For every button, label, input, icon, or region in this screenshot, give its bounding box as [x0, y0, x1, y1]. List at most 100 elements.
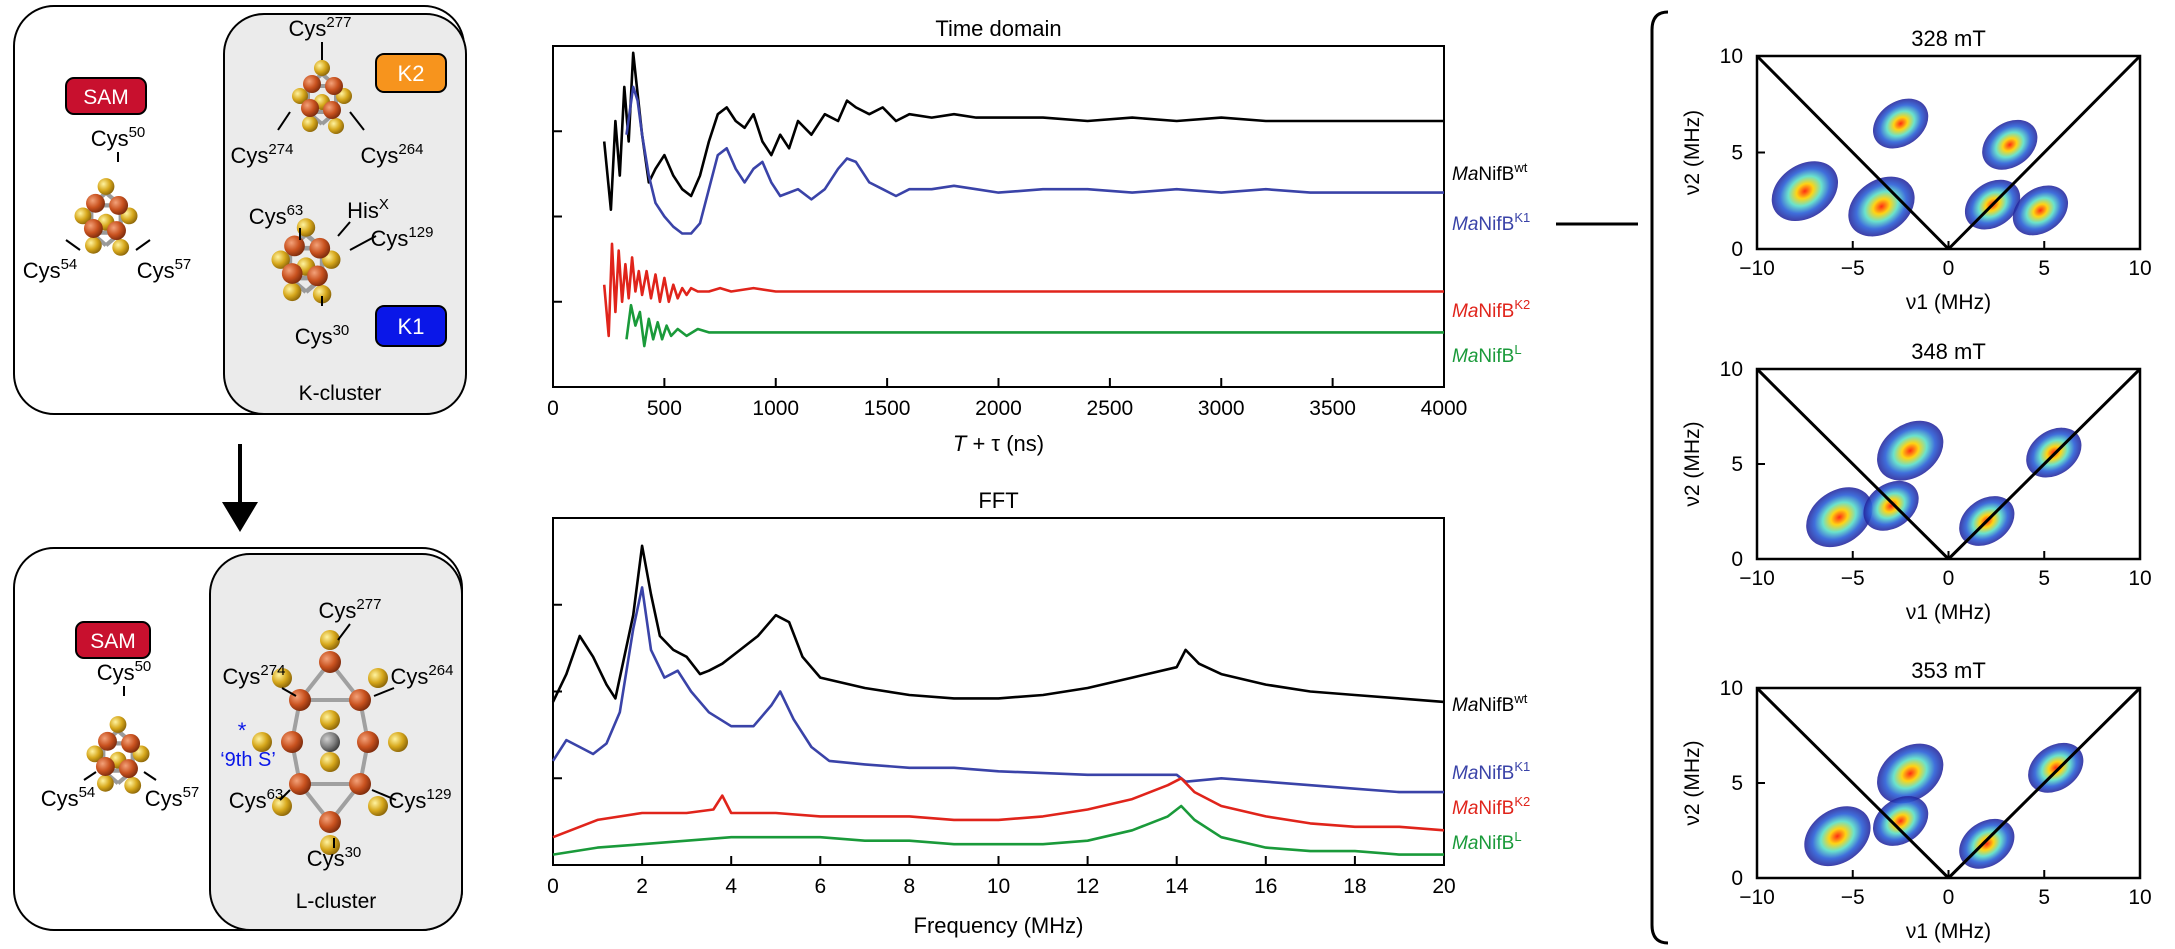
chart-title: Time domain	[935, 16, 1061, 41]
cluster-k2-top-iron	[325, 77, 343, 95]
diagonal-line	[1947, 367, 2142, 561]
y-tick-label: 5	[1731, 453, 1743, 476]
l-cluster-sulfur	[388, 732, 408, 752]
x-tick-label: −5	[1841, 886, 1865, 909]
y-axis-title: ν2 (MHz)	[1681, 740, 1704, 825]
cluster-k1-top-sulfur	[283, 282, 302, 302]
cluster-4fe-sam-top-iron	[83, 219, 103, 238]
x-tick-label: 2000	[975, 397, 1022, 420]
k1-tag	[375, 305, 447, 347]
label-cys277-top: Cys277	[289, 14, 352, 41]
label-cys274-bottom: Cys274	[223, 662, 286, 689]
cluster-4fe-sam-bottom	[86, 716, 150, 794]
cluster-4fe-sam-bottom-sulfur	[97, 774, 114, 792]
l-cluster-iron	[357, 731, 379, 753]
l-cluster-carbide	[320, 732, 340, 752]
cluster-k1-top-iron	[309, 237, 331, 259]
diagonal-line	[1947, 686, 2142, 880]
x-tick-label: 2	[636, 875, 648, 898]
legend-label-MaNifBL: MaNifBL	[1452, 342, 1522, 367]
cluster-k1-top-sulfur	[271, 250, 290, 269]
lcluster-label: L-cluster	[296, 890, 377, 913]
scheme-top: K-cluster SAM K2 K1 Cys50 Cys54 Cys57 Cy…	[13, 5, 467, 415]
l-cluster-sulfur	[368, 668, 388, 688]
y-tick-label: 0	[1731, 238, 1743, 261]
x-tick-label: 3000	[1198, 397, 1245, 420]
cluster-k2-top	[292, 60, 352, 134]
contour-peak	[1873, 98, 1929, 149]
label-cys274-top: Cys274	[231, 141, 294, 168]
cluster-k1-top-iron	[284, 235, 305, 257]
y-axis-title: ν2 (MHz)	[1681, 421, 1704, 506]
cluster-4fe-sam-top-sulfur	[97, 178, 115, 195]
x-tick-label: −10	[1739, 257, 1775, 280]
contour-peak	[2028, 742, 2084, 793]
ligand-line	[277, 111, 291, 131]
label-cys63-bottom: Cys63	[229, 786, 284, 813]
contour-peak	[1863, 480, 1919, 531]
label-cys50-bottom: Cys50	[97, 658, 152, 685]
conversion-arrow	[222, 444, 258, 532]
contour-peak	[1848, 176, 1915, 237]
cluster-k2-top-sulfur	[314, 60, 330, 76]
l-cluster-iron	[281, 731, 303, 753]
cluster-k2-top-iron	[301, 99, 319, 117]
fft-chart: FFT 0 2 4 6 8 10 12 14 16 18 20 Frequency (MHz) MaNif…	[547, 488, 1530, 938]
x-tick-label: 10	[2128, 567, 2151, 590]
sam-tag-bottom-label: SAM	[90, 630, 136, 653]
sam-tag-bottom	[75, 621, 151, 659]
hyscore-353-chart: 353 mT −10 −5 0 5 10 0 5 10 ν1 (MHz) ν2 (MHz)	[1681, 658, 2152, 943]
cluster-4fe-sam-bottom-sulfur	[109, 716, 127, 733]
x-tick-label: 4	[725, 875, 737, 898]
l-cluster-iron	[289, 689, 311, 711]
l-cluster-sulfur	[272, 668, 292, 688]
hyscore-348-chart: 348 mT −10 −5 0 5 10 0 5 10 ν1 (MHz) ν2 (MHz)	[1681, 339, 2152, 624]
cluster-k2-top-sulfur	[302, 116, 318, 132]
l-cluster-iron	[349, 689, 371, 711]
diagonal-line	[1755, 54, 1950, 251]
y-tick-label: 5	[1731, 142, 1743, 165]
x-tick-label: 10	[987, 875, 1010, 898]
cluster-k2-top-iron	[303, 75, 321, 93]
x-tick-label: 2500	[1087, 397, 1134, 420]
label-cys30-bottom: Cys30	[307, 844, 362, 871]
x-tick-label: 0	[547, 397, 559, 420]
sam-tag	[65, 77, 147, 115]
y-tick-label: 10	[1720, 677, 1743, 700]
y-tick-label: 0	[1731, 548, 1743, 571]
x-axis-title: Frequency (MHz)	[914, 913, 1084, 938]
x-tick-label: −5	[1841, 257, 1865, 280]
cluster-k2-top-iron	[323, 101, 341, 119]
cluster-4fe-sam-bottom-iron	[98, 731, 117, 751]
cluster-4fe-sam-top	[74, 178, 138, 256]
cluster-k2-top-sulfur	[328, 118, 344, 134]
x-tick-label: −5	[1841, 567, 1865, 590]
l-cluster-sulfur	[320, 710, 340, 730]
label-cys129-bottom: Cys129	[389, 786, 452, 813]
hyscore-328-chart: 328 mT −10 −5 0 5 10 0 5 10 ν1 (MHz) ν2 (MHz)	[1681, 26, 2152, 314]
cluster-4fe-sam-top-iron	[109, 195, 129, 215]
x-tick-label: 1500	[864, 397, 911, 420]
contour-peak	[1806, 487, 1873, 548]
label-cys30-top: Cys30	[295, 322, 350, 349]
chart-title: FFT	[978, 488, 1018, 513]
x-tick-label: 0	[1943, 886, 1955, 909]
ligand-line	[337, 623, 351, 641]
legend-label-MaNifBK1: MaNifBK1	[1452, 210, 1530, 235]
k2-tag	[375, 53, 447, 93]
x-tick-label: 20	[1432, 875, 1455, 898]
hyscore-title: 328 mT	[1911, 26, 1986, 51]
cluster-l-bottom	[252, 630, 408, 855]
ligand-line	[143, 771, 157, 781]
cluster-4fe-sam-top-sulfur	[112, 239, 130, 256]
contour-peak	[1877, 420, 1944, 481]
y-tick-label: 5	[1731, 772, 1743, 795]
y-tick-label: 10	[1720, 358, 1743, 381]
cluster-k1-top-sulfur	[296, 218, 316, 237]
contour-peak	[1959, 818, 2015, 869]
series-line-MaNifBwt	[602, 51, 1444, 211]
x-axis-title: ν1 (MHz)	[1906, 291, 1991, 314]
k2-tag-label: K2	[398, 61, 425, 86]
label-cys57-bottom: Cys57	[145, 784, 200, 811]
ligand-line	[279, 789, 291, 801]
